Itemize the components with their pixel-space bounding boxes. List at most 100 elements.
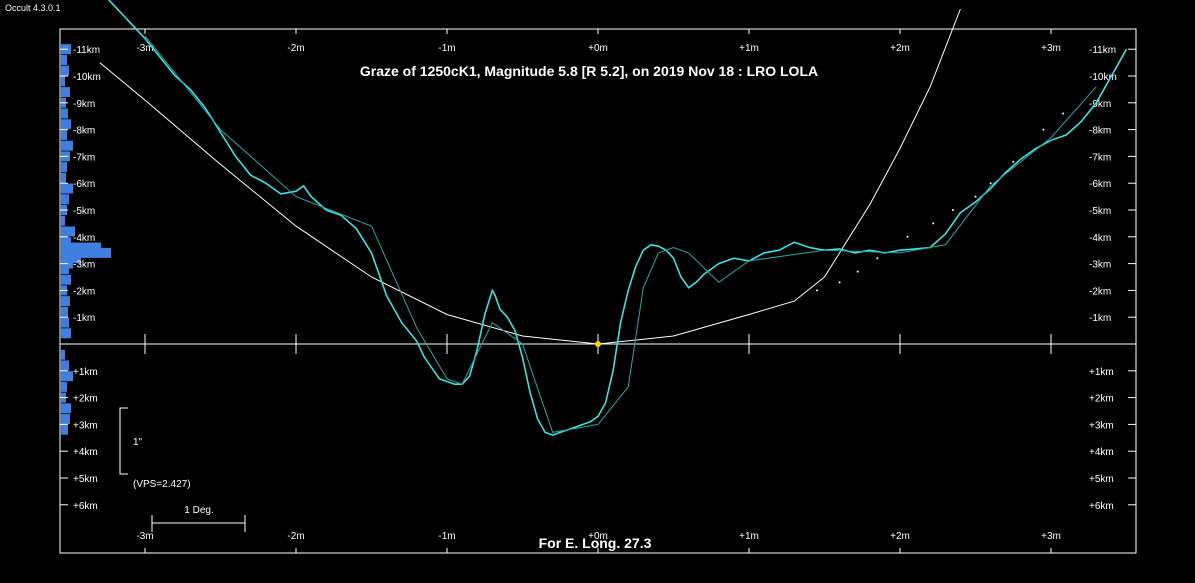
y-tick-label-right: -3km: [1089, 260, 1111, 271]
plot-frame: [59, 28, 1137, 554]
y-tick-label-left: +3km: [73, 420, 98, 431]
y-tick-label-right: -10km: [1089, 72, 1117, 83]
limb-curve: [99, 8, 961, 345]
x-tick-label-bottom: +1m: [739, 531, 759, 542]
star-dot: [932, 222, 935, 225]
histogram-bar: [61, 381, 67, 392]
limb-curve-line: [99, 8, 961, 345]
histogram-bar: [61, 414, 70, 425]
histogram-bar: [61, 162, 67, 173]
y-tick-label-right: -5km: [1089, 206, 1111, 217]
histogram-bar: [61, 194, 69, 205]
y-tick-label-left: -1km: [73, 313, 95, 324]
star-dot: [1062, 112, 1065, 115]
y-tick-label-right: -6km: [1089, 179, 1111, 190]
y-tick-label-right: -8km: [1089, 126, 1111, 137]
star-dot: [856, 270, 859, 273]
y-tick-label-right: -1km: [1089, 313, 1111, 324]
star-dot: [838, 281, 841, 284]
y-tick-label-left: -3km: [73, 260, 95, 271]
central-point-marker: [595, 341, 601, 347]
star-dot: [906, 235, 909, 238]
y-tick-label-right: +2km: [1089, 394, 1114, 405]
x-tick-label-bottom: +0m: [588, 531, 608, 542]
histogram-bar: [61, 237, 71, 248]
histogram-bar: [61, 119, 71, 130]
y-tick-label-left: -5km: [73, 206, 95, 217]
y-tick-label-left: +6km: [73, 501, 98, 512]
chart-footer: For E. Long. 27.3: [539, 535, 652, 551]
histogram-bar: [61, 274, 71, 285]
y-tick-label-right: +5km: [1089, 474, 1114, 485]
histogram-bar: [61, 54, 67, 65]
y-tick-label-right: +3km: [1089, 420, 1114, 431]
y-tick-label-right: +4km: [1089, 447, 1114, 458]
y-tick-label-right: -4km: [1089, 233, 1111, 244]
star-dot: [951, 209, 954, 211]
histogram-bar: [61, 242, 101, 253]
x-tick-label-bottom: -3m: [136, 531, 153, 542]
star-dot: [989, 182, 992, 185]
degree-scale-bar: [151, 515, 246, 532]
histogram-bar: [61, 424, 68, 435]
histogram-bar: [61, 65, 69, 76]
histogram-bar: [61, 306, 68, 317]
histogram-bar: [61, 253, 81, 264]
histogram-bar: [61, 87, 70, 98]
y-tick-label-left: +1km: [73, 367, 98, 378]
histogram-bar: [61, 349, 65, 360]
histogram-bar: [61, 183, 73, 194]
histogram-bar: [61, 215, 65, 226]
x-tick-label-top: +3m: [1041, 43, 1061, 54]
histogram-bar: [61, 317, 69, 328]
star-dot: [815, 289, 818, 292]
x-tick-label-bottom: +2m: [890, 531, 910, 542]
y-tick-label-left: -8km: [73, 126, 95, 137]
star-dot: [876, 257, 879, 260]
star-dot: [1012, 160, 1015, 163]
arcsec-scale-bar: [119, 407, 128, 475]
x-tick-label-top: +2m: [890, 43, 910, 54]
app-title: Occult 4.3.0.1: [5, 3, 61, 13]
histogram-bar: [61, 140, 73, 151]
y-tick-label-left: -11km: [73, 45, 100, 56]
histogram-bar: [61, 108, 68, 119]
histogram-bar: [61, 328, 71, 339]
histogram-bar: [61, 371, 73, 382]
y-tick-label-left: -10km: [73, 72, 101, 83]
y-tick-label-left: -7km: [73, 152, 95, 163]
y-tick-label-left: +2km: [73, 394, 98, 405]
degree-scale-label: 1 Deg.: [184, 505, 213, 516]
y-tick-label-right: -2km: [1089, 286, 1111, 297]
x-tick-label-top: -2m: [287, 43, 304, 54]
histogram-bar: [61, 129, 67, 140]
y-tick-label-right: -7km: [1089, 152, 1111, 163]
y-tick-label-right: +6km: [1089, 501, 1114, 512]
histogram-bar: [61, 263, 69, 274]
y-tick-label-left: +4km: [73, 447, 98, 458]
profile-series-line: [107, 0, 1128, 436]
star-dot: [1042, 128, 1045, 131]
star-dot: [974, 195, 977, 198]
histogram-bar: [61, 76, 65, 87]
histogram-bar: [61, 360, 69, 371]
histogram-bar: [61, 172, 66, 183]
y-tick-label-left: -6km: [73, 179, 95, 190]
y-tick-label-right: -9km: [1089, 99, 1111, 110]
x-tick-label-bottom: +3m: [1041, 531, 1061, 542]
y-tick-label-left: -9km: [73, 99, 95, 110]
axes: -3m -3m -2m -2m -1m -1m +0m +0m +1m +1m +2m +2m +3m +…: [60, 29, 1136, 553]
x-tick-label-top: +1m: [739, 43, 759, 54]
x-tick-label-bottom: -2m: [287, 531, 304, 542]
y-tick-label-right: -11km: [1089, 45, 1116, 56]
profile-series-line: [144, 35, 1097, 433]
histogram-bar: [61, 247, 111, 258]
x-tick-label-top: -1m: [438, 43, 455, 54]
x-tick-label-bottom: -1m: [438, 531, 455, 542]
vps-label: (VPS=2.427): [133, 479, 191, 490]
chart-title: Graze of 1250cK1, Magnitude 5.8 [R 5.2],…: [360, 63, 818, 79]
histogram-bar: [61, 226, 75, 237]
profile-series: [107, 0, 1128, 436]
y-tick-label-right: +1km: [1089, 367, 1114, 378]
